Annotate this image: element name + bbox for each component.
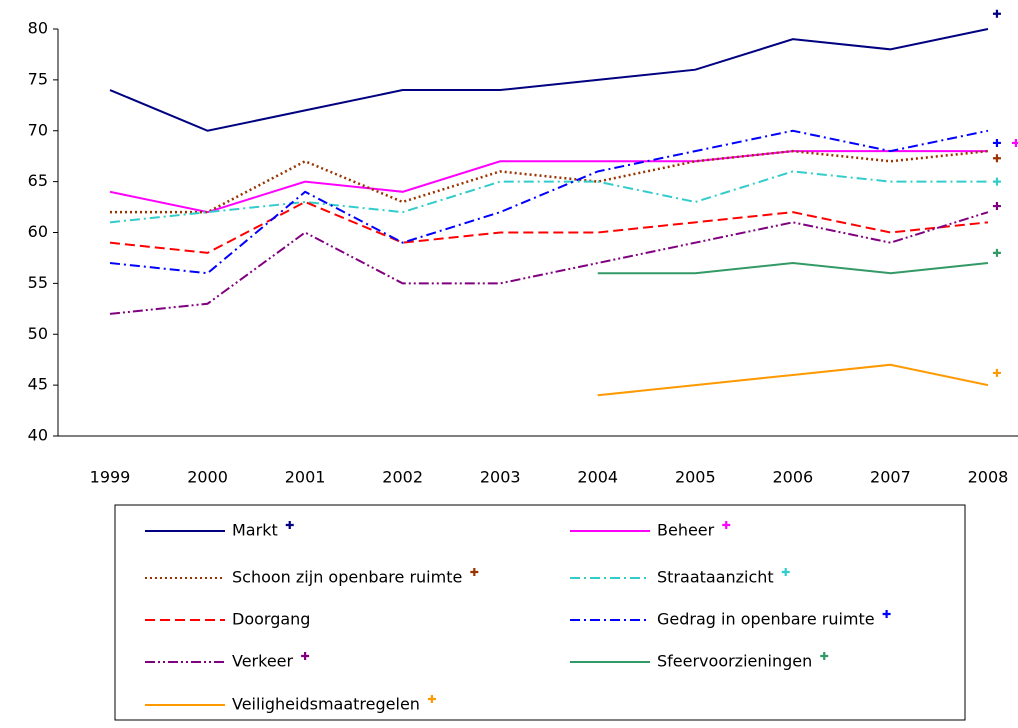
y-tick-label: 65 [28,171,48,190]
x-tick-label: 2001 [285,468,326,487]
x-tick-label: 2008 [968,468,1009,487]
series-line [109,150,988,214]
legend-target-marker [820,652,829,660]
y-tick-label: 40 [28,426,48,445]
series-line [109,200,989,254]
series-line [109,170,988,224]
legend-target-marker [427,695,436,703]
x-tick-label: 2004 [577,468,618,487]
legend-label: Sfeervoorzieningen [657,652,812,671]
series-line [597,363,989,397]
target-marker [992,177,1001,186]
target-marker [992,9,1001,18]
y-tick-label: 75 [28,69,48,88]
legend-box [114,504,966,721]
legend-target-marker [882,610,891,618]
x-tick-label: 2002 [382,468,423,487]
legend-label: Veiligheidsmaatregelen [232,695,420,714]
legend-target-marker [722,521,731,529]
x-tick-label: 2003 [480,468,521,487]
target-marker [992,202,1001,211]
legend-target-marker [301,652,310,660]
target-marker [992,138,1001,147]
x-tick-label: 1999 [90,468,131,487]
y-tick-label: 50 [28,324,48,343]
legend-label: Verkeer [232,652,294,671]
x-tick-label: 2007 [870,468,911,487]
target-marker [992,248,1001,257]
legend-label: Straataanzicht [657,568,774,587]
series-line [597,262,989,275]
target-marker [1011,138,1018,147]
y-tick-label: 60 [28,222,48,241]
legend-label: Beheer [657,521,715,540]
legend-target-marker [285,521,294,529]
series-line [109,211,989,315]
legend-target-marker [781,568,790,576]
y-tick-label: 70 [28,120,48,139]
legend-label: Schoon zijn openbare ruimte [232,568,462,587]
legend-label: Markt [232,521,278,540]
y-tick-label: 45 [28,375,48,394]
legend-target-marker [470,568,479,576]
target-marker [992,368,1001,377]
x-tick-label: 2006 [772,468,813,487]
legend-label: Doorgang [232,610,310,629]
series-line [110,149,989,214]
y-tick-label: 55 [28,273,48,292]
x-tick-label: 2005 [675,468,716,487]
legend-label: Gedrag in openbare ruimte [657,610,875,629]
x-tick-label: 2000 [187,468,228,487]
target-marker [992,154,1001,163]
series-line [109,28,989,132]
series-line [109,129,989,275]
y-tick-label: 80 [28,19,48,38]
